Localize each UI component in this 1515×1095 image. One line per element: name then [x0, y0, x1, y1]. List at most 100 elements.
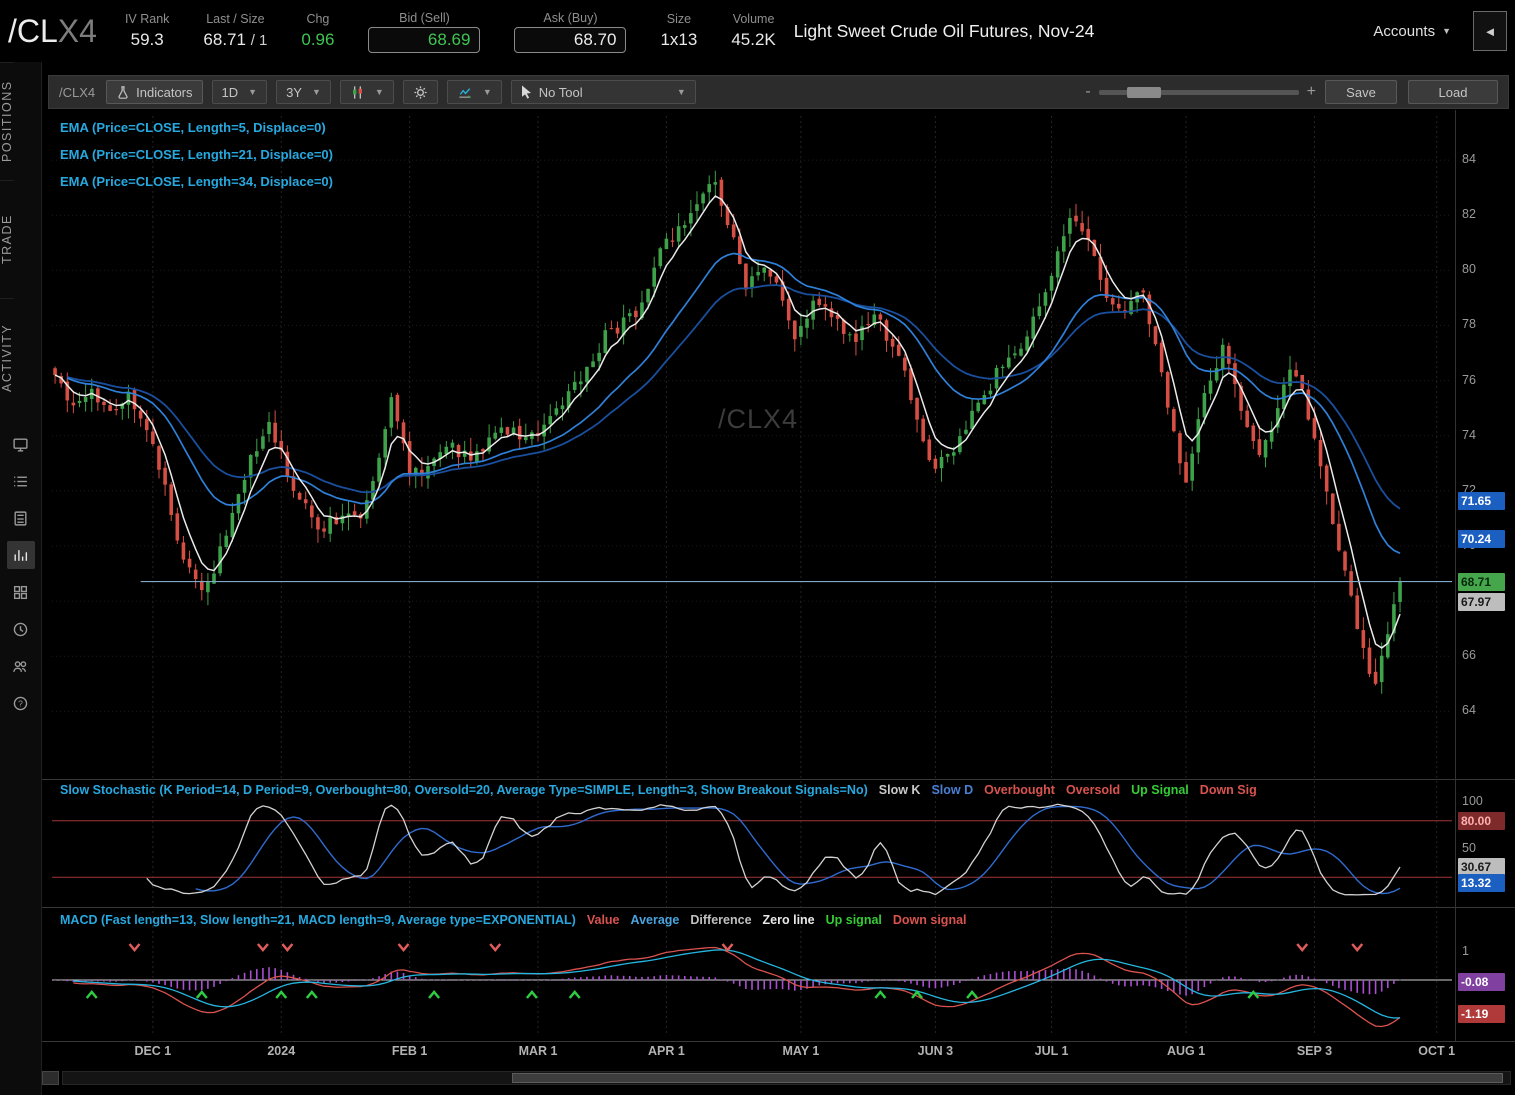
help-icon[interactable]: ? [7, 689, 35, 717]
zoom-in-button[interactable]: + [1306, 83, 1316, 100]
indicators-button[interactable]: Indicators [106, 80, 203, 104]
volume-label: Volume [732, 12, 775, 26]
time-axis-label: JUN 3 [917, 1044, 954, 1058]
legend-item: Difference [690, 913, 752, 927]
bid-field: Bid (Sell) 68.69 [368, 9, 481, 53]
toolbar-symbol-label: /CLX4 [59, 84, 96, 100]
chart-toolbar: /CLX4 Indicators 1D ▼ 3Y ▼ ▼ ▼ No Tool ▼… [48, 75, 1509, 109]
scrollbar-track[interactable] [62, 1071, 1511, 1085]
settings-button[interactable] [402, 80, 438, 104]
ask-label: Ask (Buy) [543, 11, 598, 25]
axis-badge: 68.71 [1458, 572, 1505, 591]
drawing-tool-dropdown[interactable]: No Tool ▼ [510, 80, 696, 104]
last-size-label: Last / Size [206, 12, 265, 26]
axis-tick: 1 [1462, 943, 1469, 958]
axis-tick: 64 [1462, 703, 1476, 718]
macd-legend: Value Average Difference Zero line Up signal… [587, 913, 967, 927]
axis-tick: 76 [1462, 372, 1476, 387]
axis-badge: 71.65 [1458, 491, 1505, 510]
time-axis-label: DEC 1 [134, 1044, 172, 1058]
ema34-label[interactable]: EMA (Price=CLOSE, Length=34, Displace=0) [60, 174, 333, 189]
bid-button[interactable]: 68.69 [368, 27, 481, 53]
time-axis-label: 2024 [267, 1044, 296, 1058]
axis-tick: 82 [1462, 207, 1476, 222]
legend-item: Down signal [892, 913, 967, 927]
axis-badge: 80.00 [1458, 811, 1505, 830]
ema21-label[interactable]: EMA (Price=CLOSE, Length=21, Displace=0) [60, 147, 333, 162]
chart-icon[interactable] [6, 541, 35, 569]
price-axis[interactable]: 848280787674727068666471.6570.2468.7167.… [1457, 62, 1515, 1095]
range-value: 3Y [286, 84, 302, 100]
legend-item: Slow K [878, 783, 921, 797]
symbol-root: /CL [8, 12, 58, 49]
axis-tick: 74 [1462, 427, 1476, 442]
axis-badge: 70.24 [1458, 530, 1505, 549]
people-icon[interactable] [7, 652, 35, 680]
ema5-label[interactable]: EMA (Price=CLOSE, Length=5, Displace=0) [60, 120, 326, 135]
instrument-description: Light Sweet Crude Oil Futures, Nov-24 [793, 20, 1095, 41]
size-label: Size [666, 12, 692, 26]
axis-badge: -1.19 [1458, 1004, 1505, 1023]
legend-item: Zero line [762, 913, 815, 927]
zoom-slider[interactable] [1098, 86, 1299, 98]
ask-button[interactable]: 68.70 [514, 27, 627, 53]
zoom-out-button[interactable]: - [1085, 83, 1091, 100]
iv-rank-label: IV Rank [124, 12, 170, 26]
timeframe-value: 1D [221, 84, 239, 100]
time-axis-label: MAR 1 [518, 1044, 558, 1058]
time-axis-label: JUL 1 [1034, 1044, 1069, 1058]
svg-text:?: ? [18, 698, 23, 708]
accounts-menu[interactable]: Accounts ▼ [1373, 23, 1451, 40]
legend-item: Up signal [825, 913, 882, 927]
ask-field: Ask (Buy) 68.70 [514, 9, 627, 53]
clock-icon[interactable] [7, 615, 35, 643]
time-axis-label: MAY 1 [782, 1044, 820, 1058]
chevron-down-icon: ▼ [1442, 26, 1451, 36]
stochastic-legend: Slow K Slow D Overbought Oversold Up Signal D… [879, 783, 1257, 797]
scrollbar-handle[interactable] [511, 1073, 1503, 1083]
volume-value: 45.2K [731, 30, 776, 49]
chevron-down-icon: ▼ [248, 87, 258, 97]
chevron-down-icon: ▼ [311, 87, 321, 97]
horizontal-scrollbar[interactable] [42, 1070, 1511, 1086]
chg-field: Chg 0.96 [301, 10, 334, 52]
collapse-panel-button[interactable]: ◄ [1473, 11, 1507, 51]
patterns-dropdown[interactable]: ▼ [446, 80, 502, 104]
chevron-down-icon: ▼ [676, 87, 686, 97]
legend-item: Average [630, 913, 680, 927]
iv-rank-value: 59.3 [130, 30, 164, 49]
save-button[interactable]: Save [1325, 80, 1397, 104]
size-value: 1x13 [660, 30, 698, 49]
last-size-value: / 1 [250, 32, 268, 49]
scrollbar-left-button[interactable] [42, 1071, 59, 1085]
time-axis-label: FEB 1 [391, 1044, 428, 1058]
macd-study-label[interactable]: MACD (Fast length=13, Slow length=21, MA… [60, 913, 576, 927]
tool-value: No Tool [538, 84, 583, 100]
chart-type-dropdown[interactable]: ▼ [339, 80, 394, 104]
legend-item: Oversold [1065, 783, 1121, 797]
list-icon[interactable] [7, 467, 35, 495]
load-button[interactable]: Load [1408, 80, 1498, 104]
calculator-icon[interactable] [7, 504, 35, 532]
chg-value: 0.96 [301, 30, 335, 49]
chart-watermark: /CLX4 [717, 404, 799, 434]
range-dropdown[interactable]: 3Y ▼ [276, 80, 331, 104]
left-sidebar: POSITIONS TRADE ACTIVITY ? [0, 62, 42, 1095]
volume-field: Volume 45.2K [731, 10, 775, 52]
cursor-icon [521, 85, 533, 99]
axis-tick: 84 [1462, 152, 1476, 167]
timeframe-dropdown[interactable]: 1D ▼ [211, 80, 268, 104]
last-size-field: Last / Size 68.71 / 1 [203, 10, 267, 52]
axis-badge: 30.67 [1458, 858, 1505, 877]
monitor-icon[interactable] [7, 430, 35, 458]
time-axis[interactable]: DEC 1 2024 FEB 1 MAR 1 APR 1 MAY 1 JUN 3 JUL 1 A… [0, 1044, 1515, 1064]
time-axis-label: APR 1 [647, 1044, 685, 1058]
chevron-down-icon: ▼ [374, 87, 384, 97]
zoom-slider-handle[interactable] [1126, 86, 1161, 98]
legend-item: Slow D [931, 783, 974, 797]
time-axis-label: SEP 3 [1296, 1044, 1333, 1058]
axis-tick: 100 [1462, 794, 1483, 808]
grid-icon[interactable] [7, 578, 35, 606]
stochastic-study-label[interactable]: Slow Stochastic (K Period=14, D Period=9… [60, 783, 868, 797]
